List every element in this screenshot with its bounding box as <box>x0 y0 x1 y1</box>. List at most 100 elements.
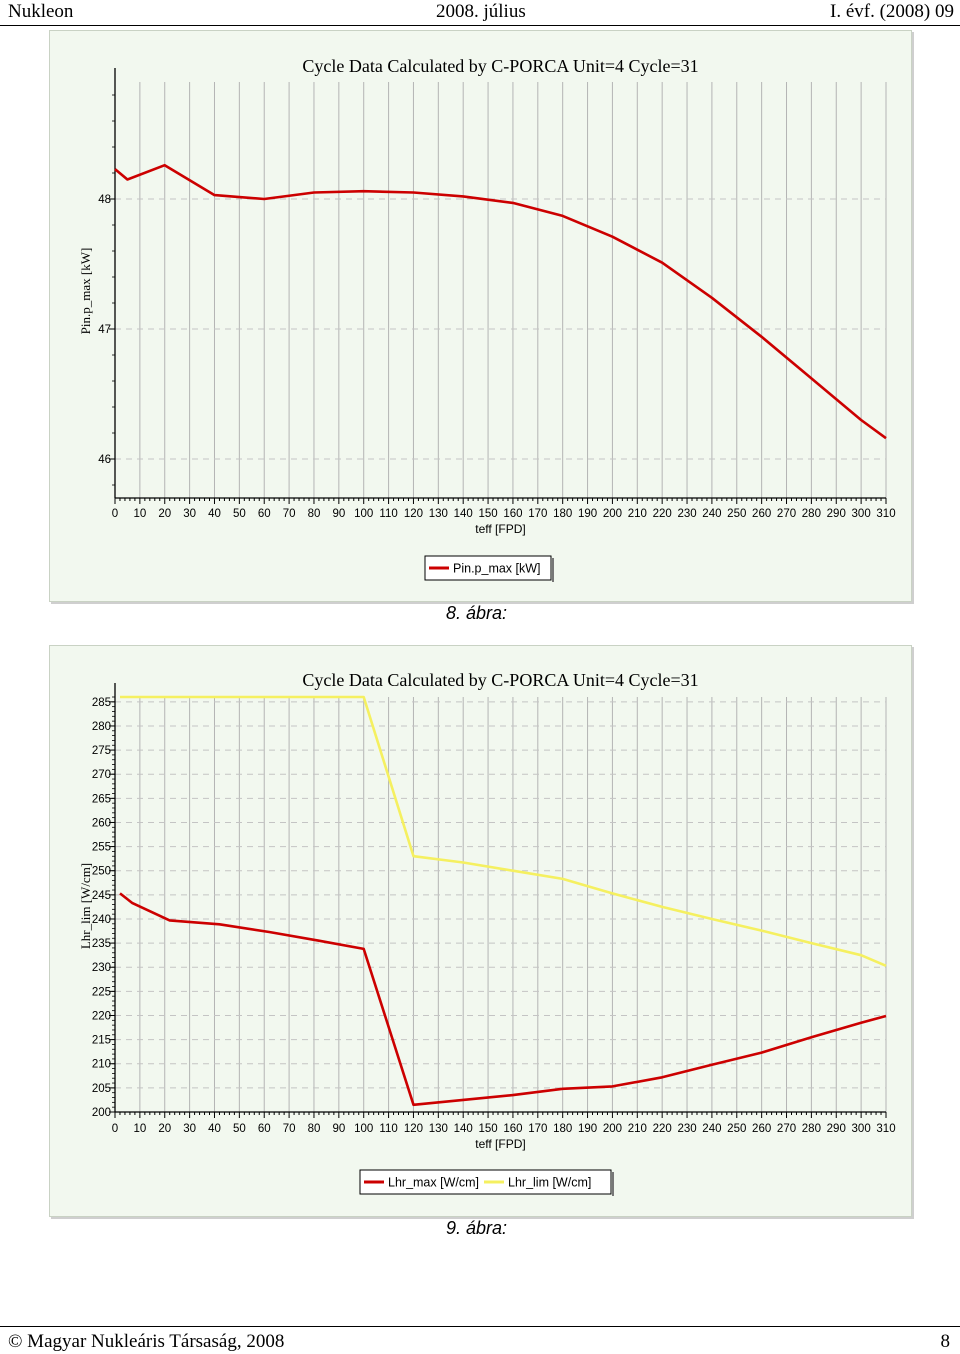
chart1-y-axis-label: Pin.p_max [kW] <box>78 248 93 335</box>
chart1-x-axis-label: teff [FPD] <box>475 522 525 536</box>
chart2-x-tick-label-210: 210 <box>628 1123 647 1135</box>
chart2-x-tick-label-50: 50 <box>233 1123 246 1135</box>
figure-caption-8: 8. ábra: <box>446 603 508 623</box>
chart2-x-tick-label-60: 60 <box>258 1123 271 1135</box>
chart1-x-tick-label-80: 80 <box>308 508 321 520</box>
chart1-x-tick-label-250: 250 <box>727 508 746 520</box>
chart2-x-tick-label-190: 190 <box>578 1123 597 1135</box>
chart-panel-1 <box>49 30 912 602</box>
chart2-legend-label-1: Lhr_max [W/cm] <box>388 1176 479 1190</box>
chart2-x-tick-label-150: 150 <box>478 1123 497 1135</box>
chart1-x-tick-label-60: 60 <box>258 508 271 520</box>
chart1-x-tick-label-240: 240 <box>702 508 721 520</box>
header-divider <box>0 25 960 26</box>
chart2-y-tick-label-205: 205 <box>92 1083 111 1095</box>
header-date: 2008. július <box>436 1 526 22</box>
chart1-x-tick-label-190: 190 <box>578 508 597 520</box>
chart2-x-tick-label-0: 0 <box>112 1123 118 1135</box>
footer-divider <box>0 1326 960 1327</box>
chart2-y-tick-label-215: 215 <box>92 1035 111 1047</box>
chart2-series-line-1 <box>119 892 887 1107</box>
chart2-y-tick-label-255: 255 <box>92 842 111 854</box>
chart1-y-tick-label-47: 47 <box>98 324 111 336</box>
chart2-series-line-2 <box>120 695 887 967</box>
chart2-x-tick-label-240: 240 <box>702 1123 721 1135</box>
chart2-x-tick-label-140: 140 <box>454 1123 473 1135</box>
chart1-x-tick-label-20: 20 <box>158 508 171 520</box>
chart1-x-tick-label-180: 180 <box>553 508 572 520</box>
chart2-x-tick-label-230: 230 <box>677 1123 696 1135</box>
chart2-x-tick-label-40: 40 <box>208 1123 221 1135</box>
chart1-x-tick-label-40: 40 <box>208 508 221 520</box>
chart1-x-tick-label-300: 300 <box>852 508 871 520</box>
chart2-y-tick-label-225: 225 <box>92 986 111 998</box>
chart1-x-tick-label-200: 200 <box>603 508 622 520</box>
chart2-x-tick-label-20: 20 <box>158 1123 171 1135</box>
chart1-x-tick-label-0: 0 <box>112 508 118 520</box>
chart1-x-tick-label-70: 70 <box>283 508 296 520</box>
chart1-x-tick-label-50: 50 <box>233 508 246 520</box>
chart1-series-line-1 <box>114 163 887 440</box>
chart2-y-tick-label-250: 250 <box>92 866 111 878</box>
figure-caption-9: 9. ábra: <box>446 1218 508 1238</box>
chart1-x-tick-label-160: 160 <box>503 508 522 520</box>
chart1-x-tick-label-10: 10 <box>133 508 146 520</box>
chart1-x-tick-label-100: 100 <box>354 508 373 520</box>
chart2-y-tick-label-265: 265 <box>92 793 111 805</box>
chart1-title: Cycle Data Calculated by C-PORCA Unit=4 … <box>302 56 698 76</box>
chart2-x-tick-label-310: 310 <box>876 1123 895 1135</box>
chart2-y-tick-label-240: 240 <box>92 914 111 926</box>
chart2-x-tick-label-270: 270 <box>777 1123 796 1135</box>
chart2-x-axis-label: teff [FPD] <box>475 1137 525 1151</box>
chart1-x-tick-label-220: 220 <box>653 508 672 520</box>
chart2-x-tick-label-90: 90 <box>332 1123 345 1135</box>
chart2-legend-label-2: Lhr_lim [W/cm] <box>508 1176 591 1190</box>
chart2-y-tick-label-235: 235 <box>92 938 111 950</box>
chart2-y-tick-label-270: 270 <box>92 769 111 781</box>
chart2-y-tick-label-200: 200 <box>92 1107 111 1119</box>
chart2-y-tick-label-245: 245 <box>92 890 111 902</box>
footer-page-number: 8 <box>940 1331 951 1352</box>
chart2-x-tick-label-220: 220 <box>653 1123 672 1135</box>
chart2-x-tick-label-100: 100 <box>354 1123 373 1135</box>
chart1-x-tick-label-140: 140 <box>454 508 473 520</box>
chart1-x-tick-label-230: 230 <box>677 508 696 520</box>
chart1-x-tick-label-210: 210 <box>628 508 647 520</box>
chart1-x-tick-label-130: 130 <box>429 508 448 520</box>
chart2-y-tick-label-285: 285 <box>92 697 111 709</box>
chart2-y-tick-label-210: 210 <box>92 1059 111 1071</box>
chart2-x-tick-label-130: 130 <box>429 1123 448 1135</box>
chart2-x-tick-label-180: 180 <box>553 1123 572 1135</box>
chart2-y-tick-label-230: 230 <box>92 962 111 974</box>
chart2-x-tick-label-200: 200 <box>603 1123 622 1135</box>
chart2-y-tick-label-260: 260 <box>92 817 111 829</box>
chart1-x-tick-label-260: 260 <box>752 508 771 520</box>
chart1-x-tick-label-150: 150 <box>478 508 497 520</box>
chart2-x-tick-label-70: 70 <box>283 1123 296 1135</box>
chart1-x-tick-label-120: 120 <box>404 508 423 520</box>
page-header: Nukleon 2008. július I. évf. (2008) 09 <box>0 0 960 26</box>
chart1-x-tick-label-110: 110 <box>379 508 397 520</box>
chart1-y-tick-label-46: 46 <box>98 454 111 466</box>
chart2-x-tick-label-80: 80 <box>308 1123 321 1135</box>
chart2-y-tick-label-275: 275 <box>92 745 111 757</box>
footer-copyright: © Magyar Nukleáris Társaság, 2008 <box>8 1331 285 1352</box>
chart2-x-tick-label-120: 120 <box>404 1123 423 1135</box>
chart1-legend-label-1: Pin.p_max [kW] <box>453 562 541 576</box>
chart1-x-tick-label-310: 310 <box>876 508 895 520</box>
chart2-x-tick-label-300: 300 <box>852 1123 871 1135</box>
chart2-x-tick-label-260: 260 <box>752 1123 771 1135</box>
chart2-x-tick-label-30: 30 <box>183 1123 196 1135</box>
chart2-x-tick-label-160: 160 <box>503 1123 522 1135</box>
chart1-legend-box <box>424 555 552 581</box>
chart2-x-tick-label-280: 280 <box>802 1123 821 1135</box>
header-issue: I. évf. (2008) 09 <box>830 1 954 22</box>
chart1-y-tick-label-48: 48 <box>98 194 111 206</box>
chart1-x-tick-label-170: 170 <box>528 508 547 520</box>
chart2-y-axis-label: Lhr_lim [W/cm] <box>78 863 93 949</box>
chart2-x-tick-label-170: 170 <box>528 1123 547 1135</box>
chart1-x-tick-label-290: 290 <box>827 508 846 520</box>
chart2-title: Cycle Data Calculated by C-PORCA Unit=4 … <box>302 670 698 690</box>
chart2-x-tick-label-10: 10 <box>133 1123 146 1135</box>
